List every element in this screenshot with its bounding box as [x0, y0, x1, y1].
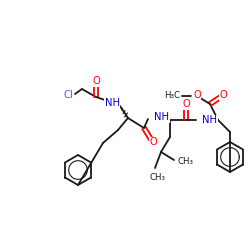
Text: O: O [182, 99, 190, 109]
Text: CH₃: CH₃ [178, 158, 194, 166]
Text: CH₃: CH₃ [150, 173, 166, 182]
Text: O: O [149, 137, 157, 147]
Text: O: O [92, 76, 100, 86]
Text: H₃C: H₃C [164, 92, 180, 100]
Text: NH: NH [154, 112, 169, 122]
Text: NH: NH [104, 98, 120, 108]
Text: NH: NH [202, 115, 217, 125]
Text: O: O [219, 90, 227, 100]
Text: Cl: Cl [63, 90, 73, 100]
Text: O: O [193, 90, 201, 100]
